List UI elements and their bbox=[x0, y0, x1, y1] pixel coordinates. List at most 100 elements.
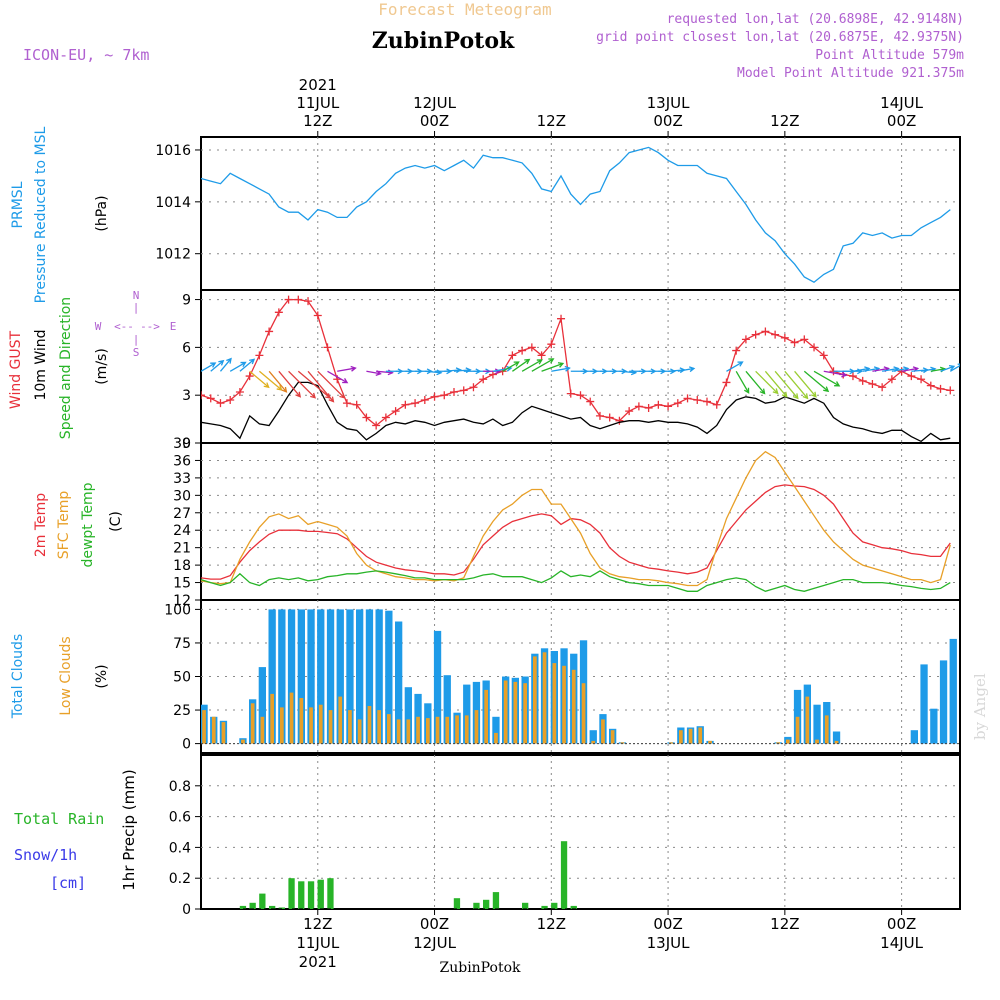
wind-arrow bbox=[502, 361, 520, 372]
time-label-bottom: 12Z bbox=[770, 915, 799, 933]
y-tick-label: 36 bbox=[173, 453, 191, 469]
gust-marker bbox=[440, 391, 449, 400]
gust-marker bbox=[401, 400, 410, 409]
gust-marker bbox=[362, 413, 371, 422]
bar-low-clouds bbox=[318, 704, 323, 744]
bar-total-clouds bbox=[404, 687, 412, 744]
bar-low-clouds bbox=[620, 742, 625, 744]
bar-total-rain bbox=[239, 905, 247, 909]
bar-total-rain bbox=[551, 902, 558, 909]
gust-marker bbox=[527, 343, 536, 352]
bar-total-clouds bbox=[336, 609, 344, 744]
gust-marker bbox=[693, 395, 702, 404]
y-tick-label: 9 bbox=[182, 293, 191, 309]
panel-data bbox=[201, 295, 960, 443]
panel-label: 10m Wind bbox=[33, 329, 49, 400]
gust-marker bbox=[780, 333, 789, 342]
y-tick-label: 1014 bbox=[155, 195, 191, 211]
bar-total-rain bbox=[473, 902, 480, 909]
y-tick-label: 24 bbox=[173, 523, 191, 539]
bar-low-clouds bbox=[610, 730, 615, 744]
gust-marker bbox=[595, 411, 604, 420]
bar-total-clouds bbox=[287, 609, 296, 744]
gust-marker bbox=[274, 308, 283, 317]
bar-total-rain bbox=[249, 902, 256, 909]
bar-total-clouds bbox=[356, 609, 364, 744]
gust-marker bbox=[352, 400, 361, 409]
gust-marker bbox=[557, 314, 566, 323]
time-label-top: 00Z bbox=[653, 112, 682, 130]
bar-low-clouds bbox=[571, 669, 576, 744]
gust-marker bbox=[430, 392, 439, 401]
bar-total-clouds bbox=[463, 684, 471, 744]
panel-unit: (hPa) bbox=[94, 195, 110, 231]
panel-label: Speed and Direction bbox=[58, 297, 74, 439]
bar-low-clouds bbox=[698, 727, 703, 744]
gust-marker bbox=[741, 335, 750, 344]
precip-label-unit: [cm] bbox=[50, 874, 86, 892]
bar-low-clouds bbox=[552, 663, 557, 744]
bar-total-clouds bbox=[920, 664, 928, 744]
product-title: Forecast Meteogram bbox=[378, 0, 551, 19]
bar-low-clouds bbox=[387, 714, 391, 744]
gust-marker bbox=[887, 375, 896, 384]
closest-point: grid point closest lon,lat (20.6875E, 42… bbox=[596, 30, 964, 45]
gust-marker bbox=[235, 388, 244, 396]
bar-total-clouds bbox=[346, 609, 354, 744]
bar-low-clouds bbox=[601, 719, 605, 744]
panel-wind: 0 3 6 9 Wind GUST 10m Wind Speed and Direction… bbox=[8, 289, 961, 452]
bar-low-clouds bbox=[221, 722, 226, 744]
y-tick-label: 0 bbox=[182, 436, 191, 452]
gust-marker bbox=[323, 343, 332, 352]
gust-marker bbox=[479, 375, 488, 384]
bar-total-rain bbox=[541, 905, 548, 909]
y-tick-label: 0.4 bbox=[169, 840, 191, 856]
watermark: by Angel bbox=[971, 673, 989, 740]
bar-low-clouds bbox=[357, 719, 362, 744]
gust-marker bbox=[284, 295, 293, 304]
bar-low-clouds bbox=[338, 696, 343, 744]
time-label-bottom: 12JUL bbox=[413, 934, 456, 952]
wind-arrow bbox=[239, 358, 256, 372]
gust-marker bbox=[868, 380, 877, 389]
wind-arrow bbox=[249, 370, 270, 389]
bar-total-rain bbox=[560, 841, 568, 909]
gust-marker bbox=[605, 413, 614, 422]
gust-marker bbox=[712, 400, 721, 409]
wind-arrow bbox=[483, 368, 501, 375]
bar-total-clouds bbox=[375, 609, 383, 744]
bar-low-clouds bbox=[464, 715, 469, 744]
time-label-bottom: 14JUL bbox=[880, 934, 923, 952]
y-tick-label: 3 bbox=[182, 388, 191, 404]
panel-data bbox=[201, 450, 951, 592]
bar-low-clouds bbox=[786, 739, 790, 744]
bar-total-rain bbox=[269, 905, 276, 909]
panel-unit: (C) bbox=[108, 511, 124, 532]
time-label-bottom: 12Z bbox=[537, 915, 566, 933]
bar-low-clouds bbox=[309, 707, 313, 744]
bar-total-clouds bbox=[395, 621, 403, 744]
time-label-top: 12JUL bbox=[413, 94, 456, 112]
bar-low-clouds bbox=[834, 740, 839, 744]
bar-total-clouds bbox=[949, 638, 957, 744]
compass-w: W bbox=[95, 320, 102, 333]
y-tick-label: 0.2 bbox=[169, 871, 191, 887]
gust-marker bbox=[342, 399, 351, 408]
gust-marker bbox=[226, 395, 235, 404]
wind-arrow bbox=[949, 363, 960, 372]
bar-low-clouds bbox=[591, 740, 596, 744]
bar-low-clouds bbox=[688, 728, 693, 744]
wind-arrow bbox=[444, 367, 462, 374]
panel-frame bbox=[200, 442, 961, 601]
y-tick-label: 0 bbox=[182, 902, 191, 918]
wind-arrow bbox=[726, 361, 744, 372]
gust-marker bbox=[848, 372, 857, 381]
gust-marker bbox=[391, 407, 400, 416]
compass-n: N bbox=[133, 289, 140, 302]
time-label-bottom: 13JUL bbox=[647, 934, 690, 952]
gust-marker bbox=[761, 327, 770, 336]
bar-total-clouds bbox=[910, 730, 918, 744]
series-dewpt-temp bbox=[201, 570, 951, 592]
wind-arrow bbox=[735, 370, 750, 394]
y-tick-label: 75 bbox=[173, 636, 191, 652]
